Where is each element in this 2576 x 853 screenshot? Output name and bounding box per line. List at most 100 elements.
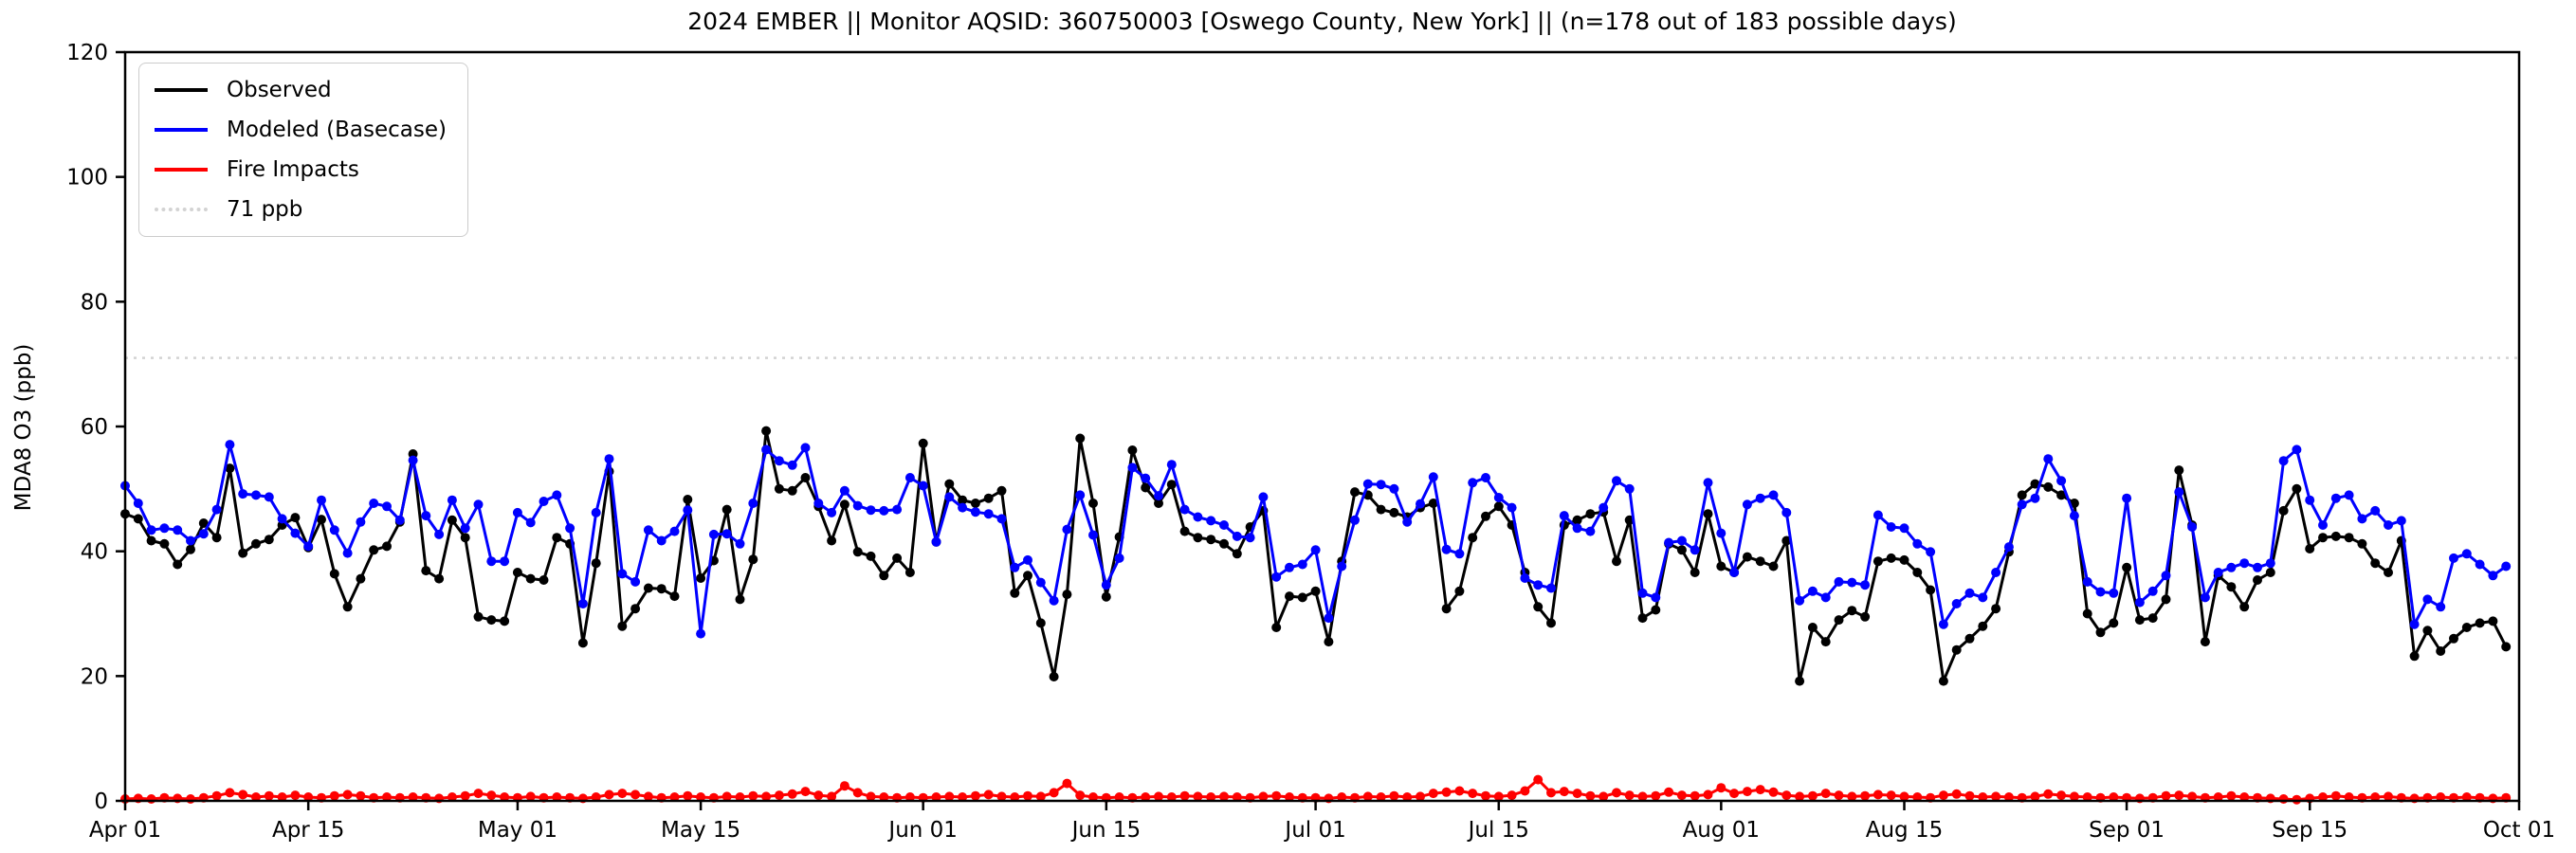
data-point <box>421 511 431 521</box>
data-point <box>983 789 994 800</box>
data-point <box>617 569 628 579</box>
data-point <box>2265 558 2275 569</box>
data-point <box>1546 618 1556 628</box>
x-tick-label: Oct 01 <box>2483 818 2555 843</box>
data-point <box>1493 501 1504 512</box>
data-point <box>1572 515 1582 525</box>
data-point <box>1075 433 1086 444</box>
data-point <box>1179 526 1190 536</box>
data-point <box>904 792 915 802</box>
x-tick-label: Aug 15 <box>1866 818 1944 843</box>
data-point <box>2253 562 2262 572</box>
y-tick-label: 20 <box>81 664 108 689</box>
data-point <box>1886 522 1896 532</box>
data-point <box>1454 586 1465 596</box>
data-point <box>983 493 994 503</box>
data-point <box>1271 790 1282 801</box>
data-point <box>970 499 980 508</box>
data-point <box>1559 787 1569 797</box>
data-point <box>329 790 339 801</box>
data-point <box>944 479 955 489</box>
data-point <box>1912 792 1923 802</box>
data-point <box>996 514 1007 524</box>
data-point <box>1206 516 1216 526</box>
data-point <box>2357 538 2367 549</box>
data-point <box>748 499 758 508</box>
data-point <box>944 492 955 502</box>
data-point <box>133 514 143 524</box>
data-point <box>1533 774 1544 785</box>
data-point <box>800 787 811 797</box>
legend-label-observed: Observed <box>227 78 332 102</box>
data-point <box>539 497 549 506</box>
data-point <box>827 535 837 546</box>
data-point <box>2370 792 2381 802</box>
data-point <box>1912 568 1923 577</box>
data-point <box>2082 608 2092 619</box>
data-point <box>1781 790 1792 801</box>
data-point <box>761 445 772 455</box>
data-point <box>2226 790 2237 801</box>
data-point <box>525 791 536 802</box>
data-point <box>722 529 732 539</box>
data-point <box>1795 676 1805 686</box>
data-point <box>1676 790 1687 801</box>
data-point <box>2122 562 2132 572</box>
data-point <box>1612 556 1621 567</box>
data-point <box>290 513 301 523</box>
data-point <box>1310 586 1321 596</box>
data-point <box>2305 544 2315 554</box>
data-point <box>2344 533 2354 543</box>
data-point <box>1350 487 1360 498</box>
data-point <box>1860 611 1871 622</box>
data-point <box>1245 533 1255 543</box>
data-point <box>852 547 863 557</box>
data-point <box>2278 794 2289 804</box>
data-point <box>1376 792 1386 802</box>
data-point <box>892 553 903 563</box>
data-point <box>2017 490 2027 500</box>
data-point <box>1362 791 1373 802</box>
data-point <box>2239 602 2250 612</box>
data-point <box>1493 493 1504 502</box>
data-point <box>1703 478 1713 488</box>
data-point <box>2384 791 2393 802</box>
data-point <box>996 791 1007 802</box>
data-point <box>787 789 797 799</box>
data-point <box>1873 789 1883 800</box>
data-point <box>329 569 339 579</box>
data-point <box>2461 623 2472 632</box>
data-point <box>1219 520 1229 530</box>
data-point <box>2213 792 2223 802</box>
data-point <box>1114 553 1124 563</box>
data-point <box>748 554 758 565</box>
data-point <box>1768 561 1779 572</box>
data-point <box>813 790 824 801</box>
data-point <box>1441 787 1452 797</box>
data-point <box>1049 595 1059 606</box>
data-point <box>1376 504 1386 515</box>
data-point <box>852 500 863 511</box>
data-point <box>1507 790 1517 801</box>
observed-line-swatch <box>155 88 208 92</box>
data-point <box>1703 789 1713 800</box>
data-point <box>225 788 235 798</box>
data-point <box>1991 604 2001 614</box>
data-point <box>1232 549 1242 559</box>
data-point <box>2239 558 2250 569</box>
data-point <box>2461 792 2472 802</box>
data-point <box>2330 790 2341 801</box>
data-point <box>774 456 784 466</box>
data-point <box>434 529 445 539</box>
data-point <box>408 792 418 802</box>
data-point <box>2488 616 2498 626</box>
data-point <box>2265 568 2275 577</box>
data-point <box>1114 792 1124 802</box>
data-point <box>1141 792 1151 802</box>
data-point <box>2069 791 2079 802</box>
data-point <box>329 525 339 535</box>
data-point <box>1899 791 1909 802</box>
data-point <box>225 440 235 450</box>
data-point <box>1389 790 1399 801</box>
data-point <box>1088 792 1098 802</box>
